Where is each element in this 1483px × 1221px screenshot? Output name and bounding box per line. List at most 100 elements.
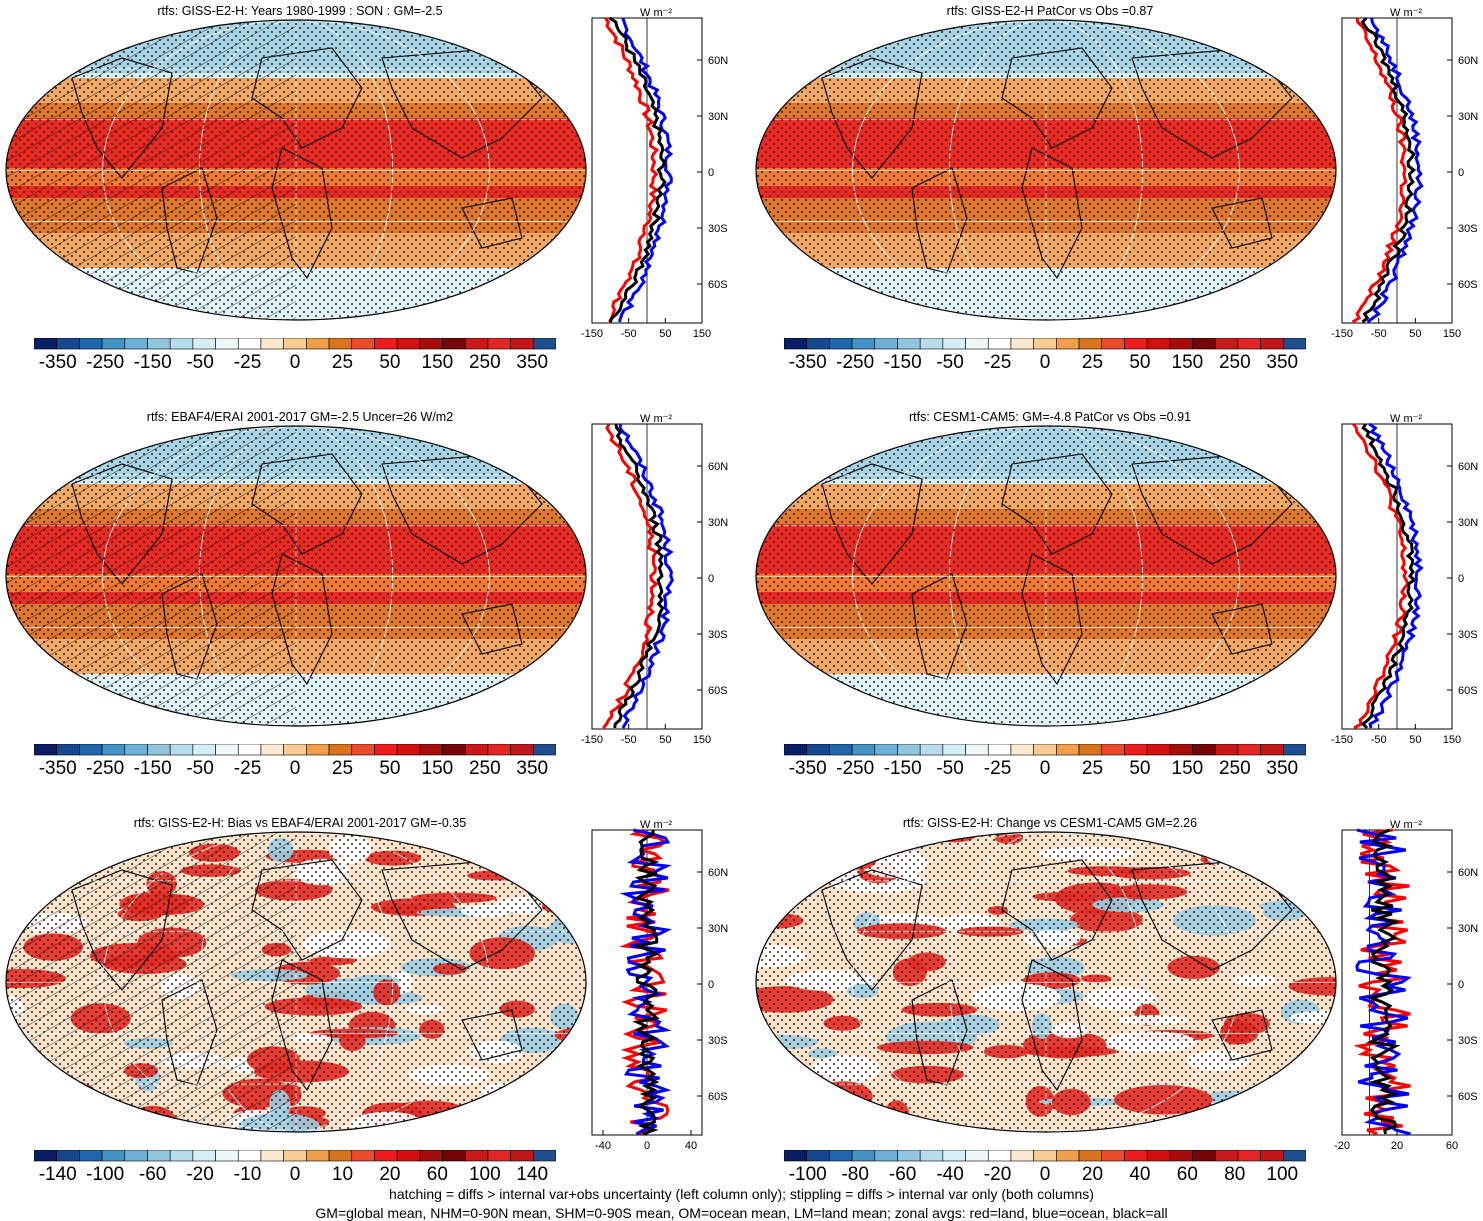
colorbar-swatch [1078, 338, 1103, 350]
panel-2: rtfs: GISS-E2-H PatCor vs Obs =0.87 W m⁻²… [750, 0, 1483, 405]
colorbar-label: -100 [86, 1164, 125, 1185]
map-title: rtfs: EBAF4/ERAI 2001-2017 GM=-2.5 Uncer… [146, 410, 454, 424]
map-title: rtfs: GISS-E2-H: Bias vs EBAF4/ERAI 2001… [133, 816, 467, 830]
colorbar-swatch [464, 744, 489, 756]
colorbar-label: -150 [133, 352, 172, 373]
colorbar-swatch [897, 338, 921, 350]
x-tick-label: -50 [1371, 734, 1387, 746]
zonal-unit-label: W m⁻² [640, 7, 672, 19]
colorbar-swatch [1146, 338, 1171, 350]
x-tick-label: 150 [693, 734, 711, 746]
colorbar-label: 50 [1129, 352, 1151, 373]
global-map [755, 831, 1337, 1133]
colorbar-label: 140 [516, 1164, 549, 1185]
lat-tick-label: 30S [1458, 223, 1478, 235]
colorbar-swatch [192, 338, 216, 350]
x-tick-label: -20 [1334, 1140, 1350, 1152]
all-zonal-line [1360, 423, 1417, 730]
panel-1: rtfs: GISS-E2-H: Years 1980-1999 : SON :… [0, 0, 741, 405]
global-map [5, 425, 587, 727]
colorbar-label: 250 [468, 758, 501, 779]
colorbar-swatch [260, 1150, 284, 1162]
colorbar-swatch [965, 338, 989, 350]
colorbar-label: -50 [186, 352, 214, 373]
x-tick-label: -50 [1371, 328, 1387, 340]
colorbar-label: 25 [331, 352, 354, 373]
lat-tick-label: 30S [708, 629, 728, 641]
colorbar-swatch [442, 1150, 466, 1162]
colorbar-label: -40 [936, 1164, 964, 1185]
colorbar [784, 744, 1306, 756]
colorbar-swatch [306, 338, 330, 350]
colorbar-swatch [987, 744, 1012, 756]
colorbar-label: 150 [421, 758, 454, 779]
colorbar [784, 1150, 1306, 1162]
colorbar-label: -350 [788, 352, 827, 373]
colorbar-swatch [283, 1150, 307, 1162]
colorbar-label: 350 [516, 758, 549, 779]
colorbar-labels: -350 -250 -150 -50 -25 0 25 50 150 250 350 [14, 352, 574, 376]
footer-hatching-note: hatching = diffs > internal var+obs unce… [389, 1186, 1094, 1202]
colorbar-swatch [374, 1150, 398, 1162]
colorbar-label: 0 [1039, 1164, 1051, 1185]
colorbar-swatch [169, 744, 194, 756]
colorbar-swatch [283, 338, 307, 350]
colorbar-label: -25 [233, 352, 262, 373]
x-tick-label: 40 [685, 1140, 697, 1152]
colorbar-label: -80 [841, 1164, 869, 1185]
colorbar-swatch [79, 1150, 103, 1162]
colorbar-swatch [442, 338, 466, 350]
x-tick-label: -40 [595, 1140, 611, 1152]
zonal-unit-label: W m⁻² [1390, 819, 1422, 831]
colorbar-swatch [34, 744, 57, 756]
lat-tick-label: 30N [1458, 517, 1478, 529]
colorbar-swatch [419, 338, 443, 350]
colorbar-swatch [396, 338, 421, 350]
colorbar-swatch [374, 744, 398, 756]
colorbar-label: 50 [1129, 758, 1151, 779]
colorbar-swatch [260, 338, 284, 350]
colorbar-swatch [1056, 744, 1080, 756]
colorbar-swatch [1214, 338, 1239, 350]
ocean-zonal-line [617, 17, 674, 323]
colorbar-swatch [533, 338, 556, 350]
colorbar-swatch [806, 1150, 830, 1162]
colorbar-label: 100 [468, 1164, 501, 1185]
colorbar-swatch [328, 744, 353, 756]
colorbar-label: -10 [233, 1164, 262, 1185]
colorbar-label: 50 [379, 352, 401, 373]
colorbar-swatch [1283, 744, 1306, 756]
colorbar-swatch [1260, 744, 1284, 756]
colorbar-swatch [942, 338, 966, 350]
zonal-unit-label: W m⁻² [640, 819, 672, 831]
colorbar-swatch [829, 744, 853, 756]
map-title: rtfs: GISS-E2-H PatCor vs Obs =0.87 [946, 4, 1154, 18]
colorbar-swatch [1283, 1150, 1306, 1162]
colorbar-label: -25 [233, 758, 262, 779]
colorbar-swatch [1101, 1150, 1125, 1162]
colorbar-label: 60 [1176, 1164, 1198, 1185]
x-tick-label: 0 [644, 1140, 650, 1152]
colorbar-label: 350 [516, 352, 549, 373]
colorbar-swatch [919, 338, 944, 350]
colorbar-label: 150 [1171, 352, 1204, 373]
colorbar-swatch [1124, 744, 1148, 756]
lat-tick-label: 30S [708, 223, 728, 235]
colorbar-label: 250 [1218, 352, 1251, 373]
colorbar-swatch [464, 338, 489, 350]
colorbar [34, 744, 556, 756]
colorbar-swatch [351, 1150, 375, 1162]
colorbar-swatch [419, 1150, 443, 1162]
colorbar-labels: -100 -80 -60 -40 -20 0 20 40 60 80 100 [764, 1164, 1324, 1188]
colorbar-label: -100 [788, 1164, 827, 1185]
colorbar-label: 40 [1129, 1164, 1151, 1185]
colorbar-swatch [1101, 744, 1125, 756]
zonal-mean-plot: W m⁻² -150 -50 50 150 60N 30N 0 30S 60S [1331, 7, 1478, 340]
zonal-mean-plot: W m⁻² -20 20 60 60N 30N 0 30S 60S [1334, 819, 1478, 1152]
zonal-mean-plot: W m⁻² -150 -50 50 150 60N 30N 0 30S 60S [581, 7, 728, 340]
global-map [755, 425, 1337, 727]
colorbar-swatch [942, 744, 966, 756]
colorbar-swatch [1237, 338, 1261, 350]
ocean-zonal-line [1368, 422, 1424, 729]
lat-tick-label: 30S [1458, 629, 1478, 641]
